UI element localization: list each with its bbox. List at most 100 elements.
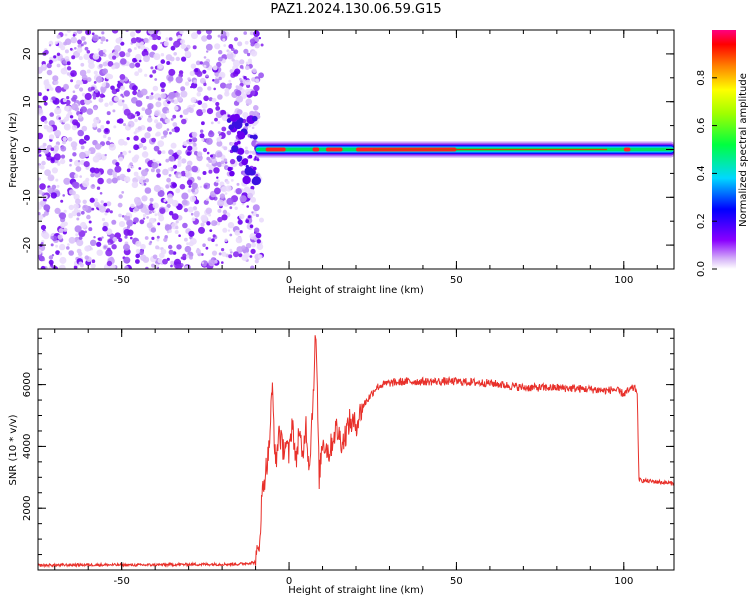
- noise-point: [215, 101, 220, 107]
- noise-point: [192, 206, 198, 211]
- noise-point: [191, 188, 196, 193]
- noise-point: [111, 219, 117, 225]
- noise-point: [77, 39, 82, 45]
- noise-point: [135, 62, 141, 68]
- noise-point: [138, 143, 144, 148]
- noise-point: [201, 102, 208, 109]
- noise-point: [83, 134, 90, 141]
- noise-point: [101, 217, 106, 222]
- noise-point: [230, 179, 234, 182]
- noise-point: [244, 252, 250, 258]
- noise-point: [103, 53, 107, 57]
- noise-point: [255, 213, 259, 218]
- noise-point: [83, 41, 87, 45]
- noise-point: [171, 213, 179, 221]
- noise-point: [115, 37, 122, 44]
- noise-point: [156, 124, 160, 127]
- noise-point: [38, 162, 41, 166]
- noise-point: [191, 165, 198, 173]
- noise-point: [105, 249, 113, 257]
- noise-point: [59, 264, 66, 269]
- noise-point: [147, 103, 154, 110]
- noise-point: [155, 245, 160, 250]
- noise-point: [49, 87, 54, 91]
- snr-panel: -50 0 50 100 2000 4000 6000 Height of straight…: [8, 328, 675, 596]
- noise-point: [75, 233, 79, 237]
- noise-point: [114, 165, 122, 173]
- noise-point: [106, 260, 113, 267]
- noise-point: [172, 114, 177, 119]
- noise-point: [84, 255, 90, 260]
- noise-point: [66, 30, 71, 33]
- noise-point: [229, 233, 233, 237]
- noise-point: [148, 94, 154, 100]
- colorbar-tick-label: 0.4: [696, 165, 707, 181]
- noise-point: [80, 36, 86, 41]
- noise-point: [238, 253, 243, 258]
- noise-point: [203, 95, 209, 102]
- noise-point: [188, 107, 194, 114]
- noise-point: [191, 32, 198, 40]
- noise-point: [206, 221, 211, 226]
- noise-point: [160, 117, 164, 122]
- noise-point: [95, 116, 99, 121]
- noise-point: [237, 131, 246, 140]
- noise-point: [107, 61, 114, 67]
- noise-point: [104, 102, 109, 108]
- noise-point: [228, 254, 233, 259]
- noise-point: [95, 76, 103, 83]
- chart-title: PAZ1.2024.130.06.59.G15: [270, 2, 442, 17]
- noise-point: [100, 41, 103, 44]
- noise-point: [184, 81, 190, 86]
- noise-point: [72, 119, 79, 126]
- noise-point: [100, 125, 105, 129]
- noise-point: [151, 162, 159, 169]
- noise-point: [236, 182, 240, 186]
- noise-point: [134, 198, 142, 206]
- noise-point: [141, 49, 149, 57]
- noise-point: [142, 151, 149, 157]
- noise-point: [244, 40, 249, 45]
- noise-point: [181, 158, 187, 164]
- noise-point: [134, 118, 138, 123]
- noise-point: [157, 222, 161, 226]
- noise-point: [186, 107, 190, 112]
- noise-point: [131, 165, 135, 169]
- noise-point: [38, 177, 41, 181]
- noise-point: [102, 134, 107, 139]
- noise-point: [104, 212, 108, 216]
- noise-point: [233, 251, 239, 258]
- noise-point: [226, 180, 230, 185]
- noise-point: [141, 195, 148, 202]
- noise-point: [41, 160, 46, 166]
- noise-point: [200, 253, 204, 256]
- noise-point: [208, 259, 216, 267]
- noise-point: [252, 204, 260, 212]
- noise-point: [251, 126, 255, 130]
- top-ytick-label: -10: [22, 189, 33, 205]
- noise-point: [83, 53, 90, 60]
- noise-point: [71, 96, 77, 102]
- noise-point: [38, 107, 43, 114]
- noise-point: [253, 84, 260, 92]
- noise-point: [93, 81, 97, 84]
- top-xtick-label: 50: [450, 275, 463, 286]
- noise-point: [89, 100, 93, 103]
- noise-point: [97, 237, 101, 241]
- noise-point: [58, 117, 61, 120]
- noise-point: [245, 98, 253, 106]
- noise-point: [55, 250, 60, 256]
- noise-point: [117, 202, 123, 208]
- noise-point: [73, 208, 79, 214]
- noise-point: [118, 221, 126, 228]
- colorbar-tick-label: 0.0: [696, 261, 707, 277]
- noise-point: [169, 131, 172, 135]
- noise-point: [222, 227, 228, 233]
- noise-point: [98, 97, 104, 103]
- noise-point: [158, 163, 162, 166]
- spectrogram-panel: -50 0 50 100 -20 -10 0 10 20 Height of straight …: [8, 29, 675, 296]
- noise-point: [183, 208, 188, 213]
- noise-point: [181, 199, 188, 206]
- noise-point: [56, 184, 60, 188]
- noise-point: [159, 82, 166, 88]
